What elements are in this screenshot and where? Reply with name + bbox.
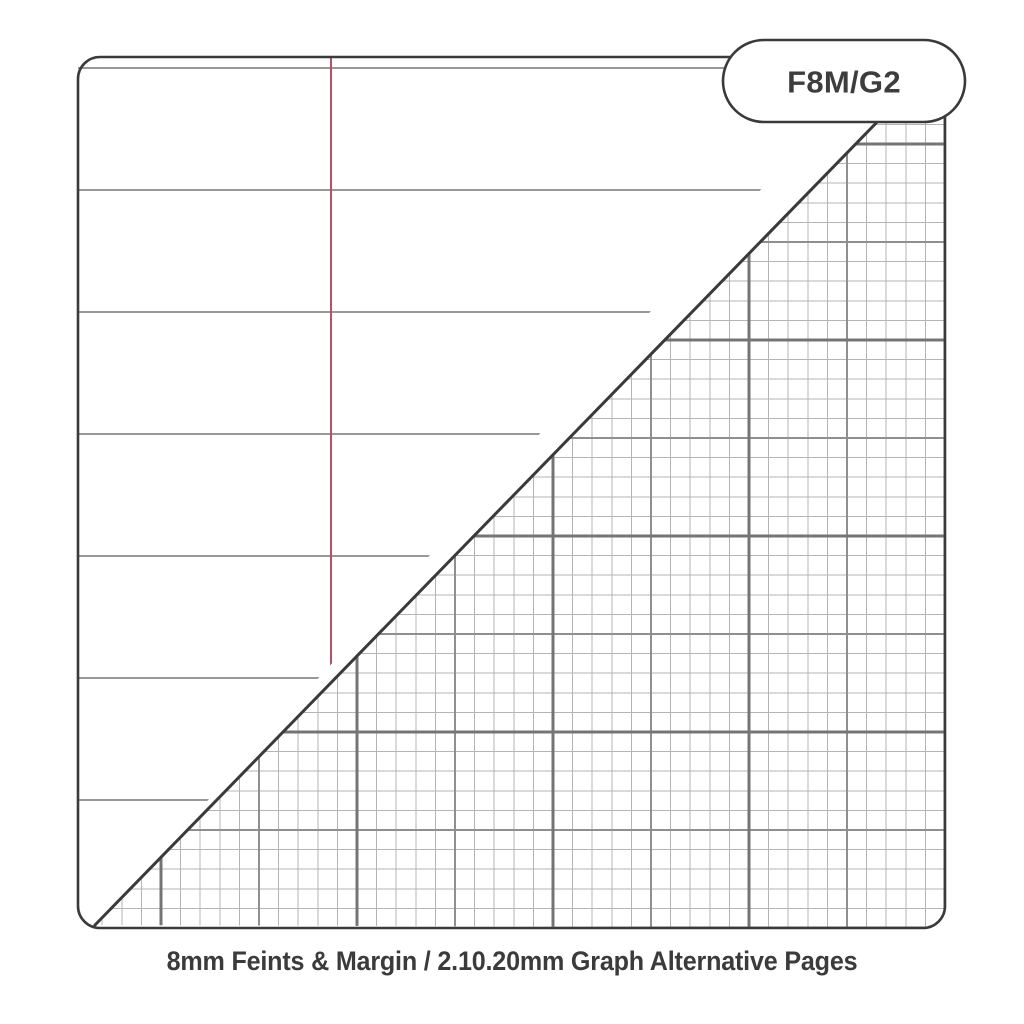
diagonal-divider bbox=[93, 116, 883, 927]
sheet-border bbox=[76, 55, 947, 930]
diagram-caption: 8mm Feints & Margin / 2.10.20mm Graph Al… bbox=[166, 946, 858, 976]
badge-pill-shape bbox=[721, 38, 967, 124]
badge-label: F8M/G2 bbox=[787, 65, 901, 100]
spec-code-badge[interactable]: F8M/G2 bbox=[721, 38, 967, 124]
